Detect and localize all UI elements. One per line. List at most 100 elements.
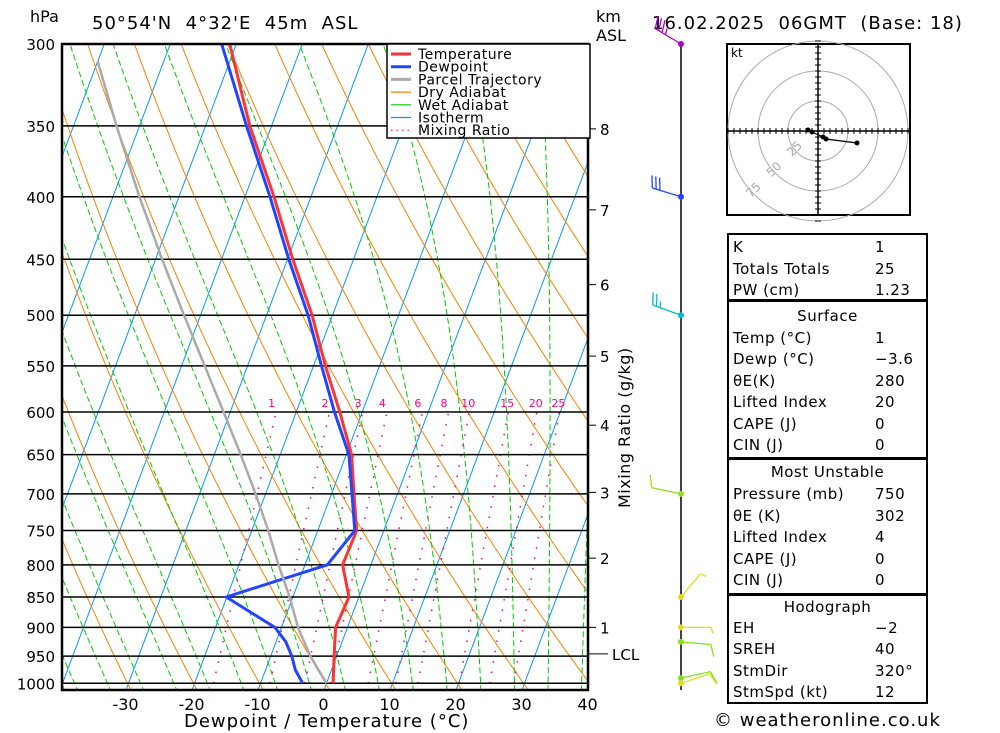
row-label: θE (K) <box>733 507 781 525</box>
row-label: CAPE (J) <box>733 550 798 568</box>
wet-adiabat-line <box>62 329 211 690</box>
row-value: 320° <box>875 662 914 680</box>
height-tick-label: 2 <box>600 550 610 568</box>
isotherm-line <box>389 160 588 690</box>
wind-barb <box>652 292 684 319</box>
row-label: CAPE (J) <box>733 415 798 433</box>
isotherm-line <box>62 44 171 335</box>
temperature-tick-label: -10 <box>244 695 270 714</box>
dry-adiabat-line <box>227 44 588 683</box>
index-value: 1.23 <box>875 281 911 299</box>
mixing-ratio-label: 4 <box>379 397 386 410</box>
index-label: Totals Totals <box>733 260 830 278</box>
dry-adiabat-line <box>87 44 397 690</box>
wet-adiabat-line <box>225 44 414 690</box>
surface-row: Dewp (°C) −3.6 <box>733 350 922 372</box>
mu-row: CIN (J) 0 <box>733 571 922 593</box>
mixing-ratio-line <box>458 411 509 684</box>
wind-barb-shaft <box>680 673 710 684</box>
index-row-pw: PW (cm) 1.23 <box>733 281 922 303</box>
pressure-tick-label: 800 <box>26 557 55 575</box>
wind-barb-flag <box>709 671 718 683</box>
pressure-tick-label: 450 <box>26 251 55 269</box>
dry-adiabat-line <box>62 107 331 690</box>
wind-barb-flag <box>710 644 715 657</box>
pressure-unit-label: hPa <box>30 7 59 26</box>
isotherm-line <box>455 336 588 690</box>
row-label: CIN (J) <box>733 571 784 589</box>
dry-adiabat-line <box>180 44 529 690</box>
wet-adiabat-line <box>62 236 245 690</box>
dewpoint-line <box>220 44 357 685</box>
legend-label: Parcel Trajectory <box>418 72 542 88</box>
wind-barb-half-flag <box>710 627 714 634</box>
mixing-ratio-line <box>329 411 388 684</box>
mixing-ratio-labels: 1 2 3 4 6 8 10 15 20 25 <box>268 397 565 410</box>
most-unstable-table: Most Unstable Pressure (mb) 750 θE (K) 302… <box>727 458 928 595</box>
mixing-ratio-line <box>212 411 277 684</box>
pressure-tick-label: 600 <box>26 404 55 422</box>
row-value: 20 <box>875 393 896 411</box>
wind-level-dot <box>678 41 684 47</box>
row-label: StmSpd (kt) <box>733 683 829 701</box>
dry-adiabat-line <box>274 44 588 594</box>
surface-row: Lifted Index 20 <box>733 393 922 415</box>
surface-row: θE(K) 280 <box>733 372 922 394</box>
index-value: 1 <box>875 238 886 256</box>
temperature-line <box>228 44 359 684</box>
isotherm-line <box>125 44 369 690</box>
dry-adiabat-line <box>367 44 588 422</box>
surface-row: CIN (J) 0 <box>733 436 922 458</box>
wind-barb <box>651 175 684 200</box>
height-tick-label: 3 <box>600 484 610 502</box>
legend-label: Wet Adiabat <box>418 98 509 114</box>
row-value: 0 <box>875 436 886 454</box>
row-label: Temp (°C) <box>733 329 812 347</box>
temperature-tick-label: 30 <box>511 695 531 714</box>
height-tick-label: 7 <box>600 202 610 220</box>
hodograph-point <box>854 140 860 146</box>
height-ref-label: ASL <box>596 26 626 45</box>
mixing-ratio-label: 25 <box>551 397 565 410</box>
copyright-link[interactable]: © weatheronline.co.uk <box>714 710 941 731</box>
wind-barb-shaft <box>654 27 682 45</box>
wind-barb <box>649 475 684 497</box>
isotherm-line <box>62 44 303 687</box>
row-value: 280 <box>875 372 906 390</box>
datetime-title: 16.02.2025 06GMT (Base: 18) <box>652 13 963 34</box>
row-value: 12 <box>875 683 896 701</box>
pressure-tick-label: 650 <box>26 447 55 465</box>
wind-barb-shaft <box>652 187 682 198</box>
pressure-tick-label: 500 <box>26 307 55 325</box>
row-label: Pressure (mb) <box>733 485 845 503</box>
pressure-tick-label: 400 <box>26 189 55 207</box>
wind-level-dot <box>678 624 684 631</box>
legend-label: Temperature <box>417 47 512 63</box>
wind-barb-shaft <box>680 671 711 679</box>
pressure-tick-label: 550 <box>26 358 55 376</box>
dry-adiabat-line <box>62 394 198 690</box>
mixing-ratio-label: 6 <box>414 397 421 410</box>
temperature-tick-label: 10 <box>379 695 399 714</box>
dry-adiabat-line <box>0 7 7 709</box>
wet-adiabat-line <box>163 44 380 690</box>
wind-barb-shaft <box>651 487 682 495</box>
plot-frame <box>60 42 590 692</box>
mu-row: CAPE (J) 0 <box>733 550 922 572</box>
hodograph-point <box>805 127 811 133</box>
wind-barb-shaft <box>652 304 682 316</box>
legend-box <box>386 43 591 139</box>
wet-adiabat-line <box>382 44 482 690</box>
wind-barb-shaft <box>680 573 701 598</box>
row-value: 750 <box>875 485 906 503</box>
height-tick-label: 8 <box>600 121 610 139</box>
wind-barb-flag <box>658 18 663 31</box>
wet-adiabat-line <box>62 497 144 690</box>
row-label: EH <box>733 619 755 637</box>
mu-row: Pressure (mb) 750 <box>733 485 922 507</box>
dry-adiabat-line <box>461 44 588 258</box>
wet-adiabat-line <box>112 44 346 690</box>
